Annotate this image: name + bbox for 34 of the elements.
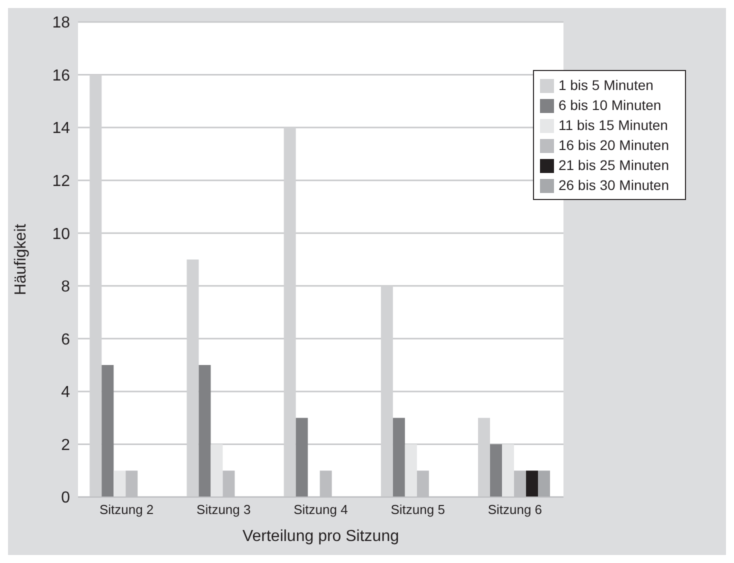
bar bbox=[502, 444, 514, 497]
y-tick-label: 14 bbox=[52, 120, 70, 138]
bar bbox=[296, 418, 308, 497]
bar bbox=[210, 444, 223, 497]
x-tick-label: Sitzung 2 bbox=[99, 502, 154, 518]
bar bbox=[114, 470, 126, 497]
y-tick-label: 16 bbox=[52, 67, 70, 84]
x-tick-label: Sitzung 4 bbox=[294, 502, 348, 518]
legend-label: 26 bis 30 Minuten bbox=[558, 177, 669, 193]
legend-label: 6 bis 10 Minuten bbox=[558, 97, 662, 113]
y-tick-label: 8 bbox=[61, 278, 70, 296]
y-tick-label: 18 bbox=[52, 14, 70, 32]
y-tick-label: 10 bbox=[52, 226, 70, 243]
y-tick-label: 4 bbox=[61, 384, 70, 402]
y-tick-label: 0 bbox=[61, 490, 70, 507]
x-tick-label: Sitzung 3 bbox=[196, 502, 251, 518]
legend-label: 16 bis 20 Minuten bbox=[558, 137, 669, 153]
y-tick-label: 12 bbox=[52, 173, 70, 190]
bar bbox=[198, 365, 211, 497]
bar bbox=[490, 444, 502, 497]
x-axis-title: Verteilung pro Sitzung bbox=[242, 528, 400, 545]
bar bbox=[392, 418, 405, 497]
bar bbox=[526, 470, 538, 497]
y-tick-label: 2 bbox=[61, 436, 70, 454]
y-axis-title: Häufigkeit bbox=[12, 223, 30, 296]
bar bbox=[538, 470, 550, 497]
legend-label: 21 bis 25 Minuten bbox=[558, 157, 669, 173]
bar bbox=[102, 365, 114, 497]
x-tick-label: Sitzung 5 bbox=[390, 502, 445, 518]
bar bbox=[404, 444, 417, 497]
legend-label: 1 bis 5 Minuten bbox=[558, 77, 654, 93]
legend-label: 11 bis 15 Minuten bbox=[558, 117, 668, 133]
y-tick-label: 6 bbox=[61, 331, 70, 348]
x-tick-label: Sitzung 6 bbox=[488, 502, 542, 518]
